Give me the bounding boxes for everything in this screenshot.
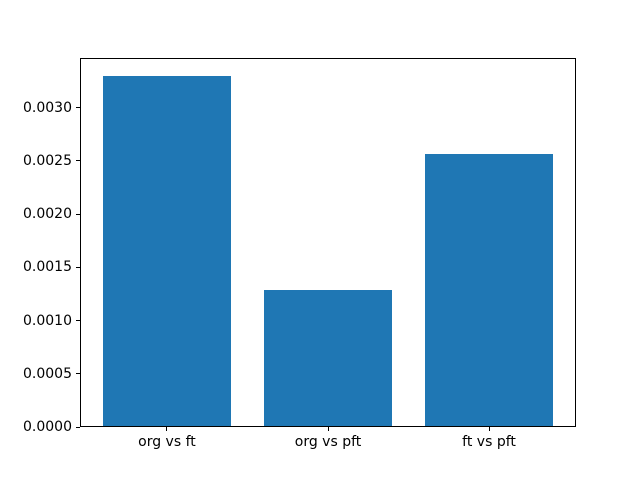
y-tick-label: 0.0020 bbox=[23, 206, 72, 222]
bar-org-vs-pft bbox=[263, 290, 393, 426]
y-tick-label: 0.0030 bbox=[23, 99, 72, 116]
y-tick-label: 0.0000 bbox=[23, 419, 72, 435]
y-tick-mark bbox=[76, 160, 80, 162]
x-tick-mark bbox=[327, 427, 329, 431]
y-tick-mark bbox=[76, 426, 80, 428]
y-tick-label: 0.0010 bbox=[23, 312, 72, 329]
y-tick-mark bbox=[76, 320, 80, 321]
y-tick-mark bbox=[76, 266, 80, 268]
y-tick-label: 0.0005 bbox=[23, 365, 72, 382]
y-tick-mark bbox=[76, 213, 80, 215]
plot-area bbox=[80, 58, 576, 427]
x-tick-label: org vs pft bbox=[294, 434, 362, 450]
x-tick-mark bbox=[166, 427, 168, 431]
x-tick-label: ft vs pft bbox=[462, 434, 516, 450]
y-tick-mark bbox=[76, 373, 80, 375]
x-tick-label: org vs ft bbox=[138, 434, 196, 450]
x-tick-mark bbox=[488, 427, 490, 431]
bar-ft-vs-pft bbox=[424, 153, 554, 426]
y-tick-label: 0.0015 bbox=[23, 259, 72, 276]
y-tick-label: 0.0025 bbox=[23, 152, 72, 169]
y-tick-mark bbox=[76, 107, 80, 109]
bar-org-vs-ft bbox=[102, 76, 232, 426]
